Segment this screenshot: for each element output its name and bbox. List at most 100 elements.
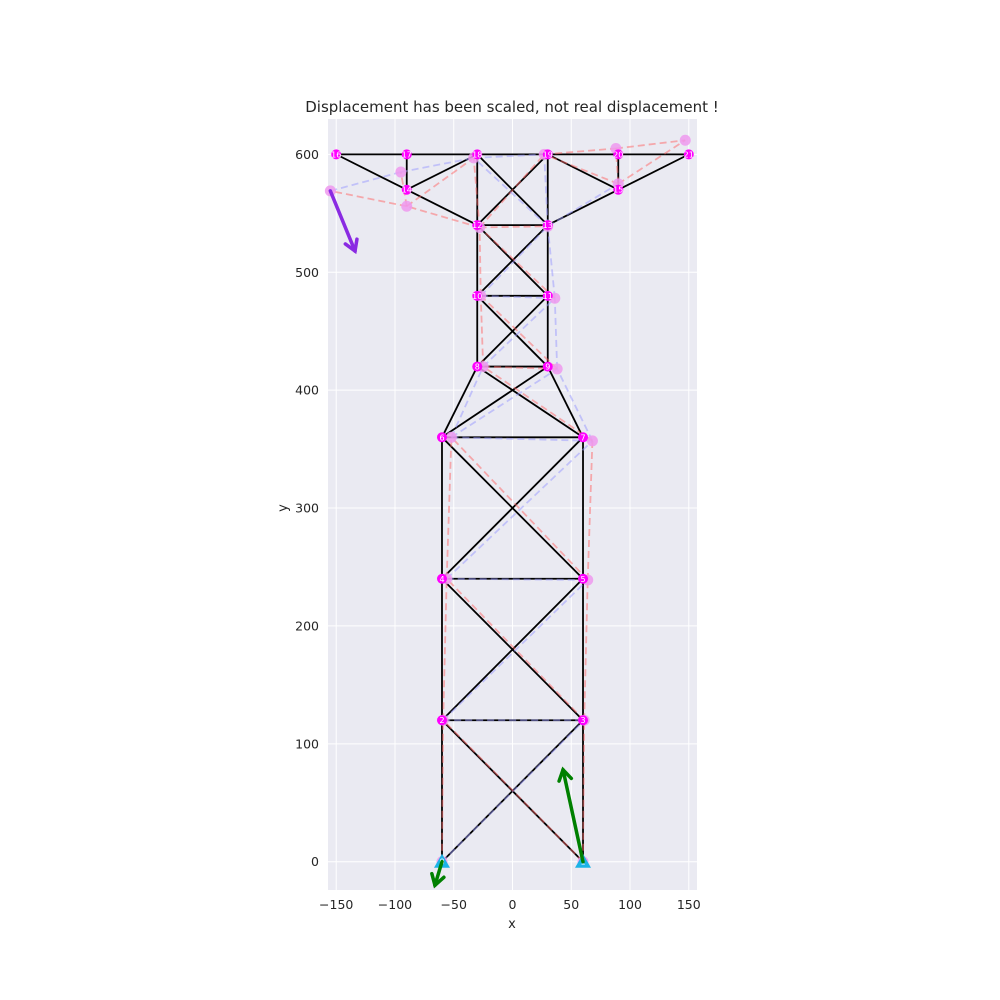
node-label: 16 (331, 150, 341, 159)
node-label: 11 (543, 292, 553, 301)
displaced-member (330, 190, 407, 208)
y-tick-label: 400 (295, 383, 319, 398)
arrow-shaft (433, 859, 444, 888)
node-marker (542, 361, 553, 372)
y-tick-label: 200 (295, 618, 319, 633)
node-marker (578, 715, 589, 726)
node-label: 6 (439, 433, 444, 442)
x-tick-label: −100 (378, 897, 412, 912)
node-label: 21 (684, 150, 694, 159)
node-marker (683, 149, 694, 160)
node-label: 18 (472, 150, 482, 159)
member (441, 436, 584, 580)
y-tick-label: 0 (311, 854, 319, 869)
node-label: 9 (545, 363, 550, 372)
displaced-member (473, 157, 549, 227)
member (406, 188, 478, 226)
displaced-node (586, 435, 598, 447)
member (335, 153, 408, 191)
x-tick-label: 100 (618, 897, 642, 912)
reaction-force-arrow (430, 859, 446, 889)
node-marker (331, 149, 342, 160)
y-tick-label: 300 (295, 501, 319, 516)
displaced-member (480, 294, 555, 300)
arrow-head (557, 766, 574, 783)
node-label: 14 (402, 186, 412, 195)
displaced-node (679, 134, 691, 146)
displaced-member (445, 437, 453, 579)
node-label: 15 (613, 186, 623, 195)
displaced-node (445, 431, 457, 443)
displaced-member (556, 368, 594, 442)
node-marker (578, 573, 589, 584)
node-label: 12 (472, 221, 482, 230)
displaced-member (547, 183, 619, 228)
displaced-member (450, 368, 558, 439)
x-tick-label: 150 (677, 897, 701, 912)
node-marker (578, 432, 589, 443)
node-label: 4 (439, 575, 444, 584)
displaced-member (446, 577, 588, 581)
displaced-member (400, 157, 474, 173)
x-tick-label: 0 (509, 897, 517, 912)
node-marker (542, 290, 553, 301)
node-marker (401, 149, 412, 160)
displaced-member (450, 366, 484, 438)
node-label: 17 (402, 150, 412, 159)
displaced-member (544, 147, 616, 156)
displaced-member (586, 440, 594, 580)
member (441, 578, 584, 721)
displaced-members (330, 139, 686, 863)
displaced-member (583, 579, 589, 721)
reaction-force-arrow (557, 766, 585, 864)
node-marker (472, 149, 483, 160)
displaced-member (482, 297, 556, 368)
displaced-member (553, 298, 559, 369)
displaced-member (617, 139, 686, 185)
node-label: 10 (472, 292, 482, 301)
ticks: −150 −100 −50 0 50 100 150 0 100 200 300 400 500 600 (295, 147, 701, 912)
chart-title: Displacement has been scaled, not real d… (305, 98, 719, 116)
displaced-member (442, 578, 448, 721)
displaced-member (615, 148, 620, 184)
displaced-member (478, 226, 556, 299)
member (441, 366, 479, 438)
node-label: 19 (543, 150, 553, 159)
arrow-head (343, 237, 359, 255)
arrow-head (430, 871, 446, 889)
displaced-member (479, 225, 548, 229)
y-axis-label: y (276, 504, 291, 512)
displaced-node (401, 200, 413, 212)
member (546, 366, 584, 438)
node-marker (613, 149, 624, 160)
x-tick-label: −150 (319, 897, 353, 912)
displaced-member (543, 153, 619, 185)
node-marker (401, 184, 412, 195)
displaced-member (482, 365, 593, 442)
node-label: 20 (613, 150, 623, 159)
displaced-member (472, 157, 481, 228)
displaced-member (473, 153, 545, 159)
node-marker (436, 715, 447, 726)
displaced-member (478, 153, 545, 229)
applied-load-arrow (328, 189, 359, 255)
x-tick-label: −50 (441, 897, 467, 912)
displaced-member (480, 295, 558, 370)
node-marker (436, 432, 447, 443)
displaced-member (442, 579, 589, 721)
node-label: 2 (439, 716, 444, 725)
x-tick-label: 50 (563, 897, 579, 912)
displaced-member (478, 227, 482, 296)
node-label: 7 (580, 433, 585, 442)
displaced-member (479, 295, 485, 367)
displaced-node (551, 363, 563, 375)
displaced-member (543, 154, 549, 227)
force-arrows (328, 189, 585, 889)
node-label: 5 (580, 575, 585, 584)
displaced-member (451, 436, 593, 442)
node-marker (542, 149, 553, 160)
displaced-member (442, 719, 584, 863)
nodes: 0123456789101112131415161718192021 (331, 149, 694, 867)
node-marker (542, 220, 553, 231)
